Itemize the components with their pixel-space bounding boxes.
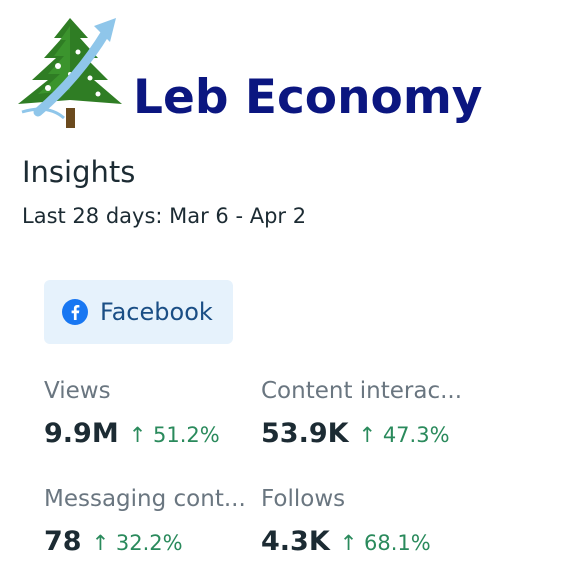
metric-change: ↑ 68.1% [339, 530, 431, 555]
metric-views[interactable]: Views 9.9M ↑ 51.2% [44, 378, 254, 449]
metric-label: Messaging cont... [44, 486, 246, 512]
brand-title: Leb Economy [133, 70, 483, 125]
date-range[interactable]: Last 28 days: Mar 6 - Apr 2 [22, 204, 307, 228]
metric-value: 9.9M [44, 417, 119, 449]
page-title: Insights [22, 155, 136, 189]
metric-value: 78 [44, 525, 82, 557]
metric-value: 53.9K [261, 417, 349, 449]
platform-chip-facebook[interactable]: Facebook [44, 280, 233, 344]
metric-value: 4.3K [261, 525, 330, 557]
metric-change: ↑ 47.3% [358, 422, 450, 447]
metric-follows[interactable]: Follows 4.3K ↑ 68.1% [261, 486, 471, 557]
metric-label: Follows [261, 486, 346, 512]
metric-label: Views [44, 378, 111, 404]
brand-header: Leb Economy [8, 8, 568, 138]
metric-label: Content interac... [261, 378, 463, 404]
metric-change: ↑ 32.2% [91, 530, 183, 555]
cedar-tree-arrow-icon [18, 18, 122, 128]
facebook-icon [62, 299, 88, 325]
platform-chip-label: Facebook [100, 298, 213, 326]
metric-messaging-contacts[interactable]: Messaging cont... 78 ↑ 32.2% [44, 486, 254, 557]
metric-content-interactions[interactable]: Content interac... 53.9K ↑ 47.3% [261, 378, 471, 449]
metric-change: ↑ 51.2% [128, 422, 220, 447]
